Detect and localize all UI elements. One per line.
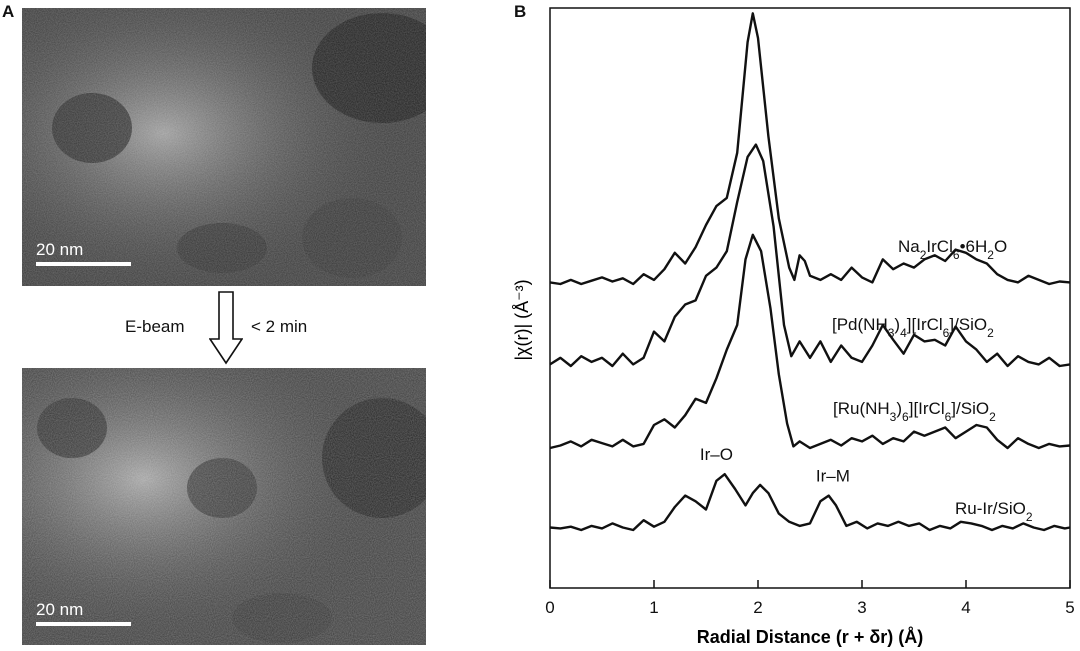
- tem-texture: [22, 368, 426, 645]
- series-line: [549, 12, 1071, 286]
- panel-b-label: B: [514, 2, 527, 21]
- series-label: Na2IrCl6•6H2O: [898, 237, 1007, 262]
- x-tick-label: 5: [1065, 598, 1074, 617]
- tem-texture: [22, 8, 426, 286]
- series-label: [Ru(NH3)6][IrCl6]/SiO2: [833, 399, 996, 424]
- exafs-chart: 0 1 2 3 4 5 Na2IrCl6•6H2O [Pd(NH3)4][IrCl6]/Si…: [512, 0, 1075, 647]
- plot-frame: [549, 7, 1071, 589]
- tem-image-before: 20 nm: [22, 8, 426, 286]
- label-layer: Na2IrCl6•6H2O [Pd(NH3)4][IrCl6]/SiO2 [Ru(N…: [700, 0, 1033, 524]
- scale-bar-bottom: 20 nm: [36, 600, 131, 626]
- y-axis-label: |χ(r)| (Å⁻³): [512, 279, 532, 360]
- scale-bar-top: 20 nm: [36, 240, 131, 266]
- tem-image-after: 20 nm: [22, 368, 426, 645]
- x-axis-label: Radial Distance (r + δr) (Å): [697, 627, 923, 647]
- series-label: Ru-Ir/SiO2: [955, 499, 1033, 524]
- peak-annotation: Ir–Cl: [753, 0, 789, 3]
- x-tick-label: 4: [961, 598, 970, 617]
- x-tick-label: 2: [753, 598, 762, 617]
- peak-annotation: Ir–O: [700, 445, 733, 464]
- panel-a-label: A: [2, 2, 15, 21]
- series-line: [549, 233, 1071, 450]
- scale-bar-line: [36, 622, 131, 626]
- series-line: [549, 473, 1071, 532]
- x-tick-label: 3: [857, 598, 866, 617]
- scale-bar-label: 20 nm: [36, 240, 84, 259]
- tick-layer: 0 1 2 3 4 5: [545, 580, 1075, 617]
- scale-bar-line: [36, 262, 131, 266]
- scale-bar-label: 20 nm: [36, 600, 84, 619]
- ebeam-label: E-beam: [125, 317, 185, 336]
- series-layer: [549, 12, 1071, 532]
- plot-border: [549, 7, 1071, 589]
- down-arrow-icon: [209, 291, 243, 365]
- x-tick-label: 1: [649, 598, 658, 617]
- series-label: [Pd(NH3)4][IrCl6]/SiO2: [832, 315, 994, 340]
- x-tick-label: 0: [545, 598, 554, 617]
- peak-annotation: Ir–M: [816, 467, 850, 486]
- ebeam-time-label: < 2 min: [251, 317, 308, 336]
- series-line: [549, 143, 1071, 368]
